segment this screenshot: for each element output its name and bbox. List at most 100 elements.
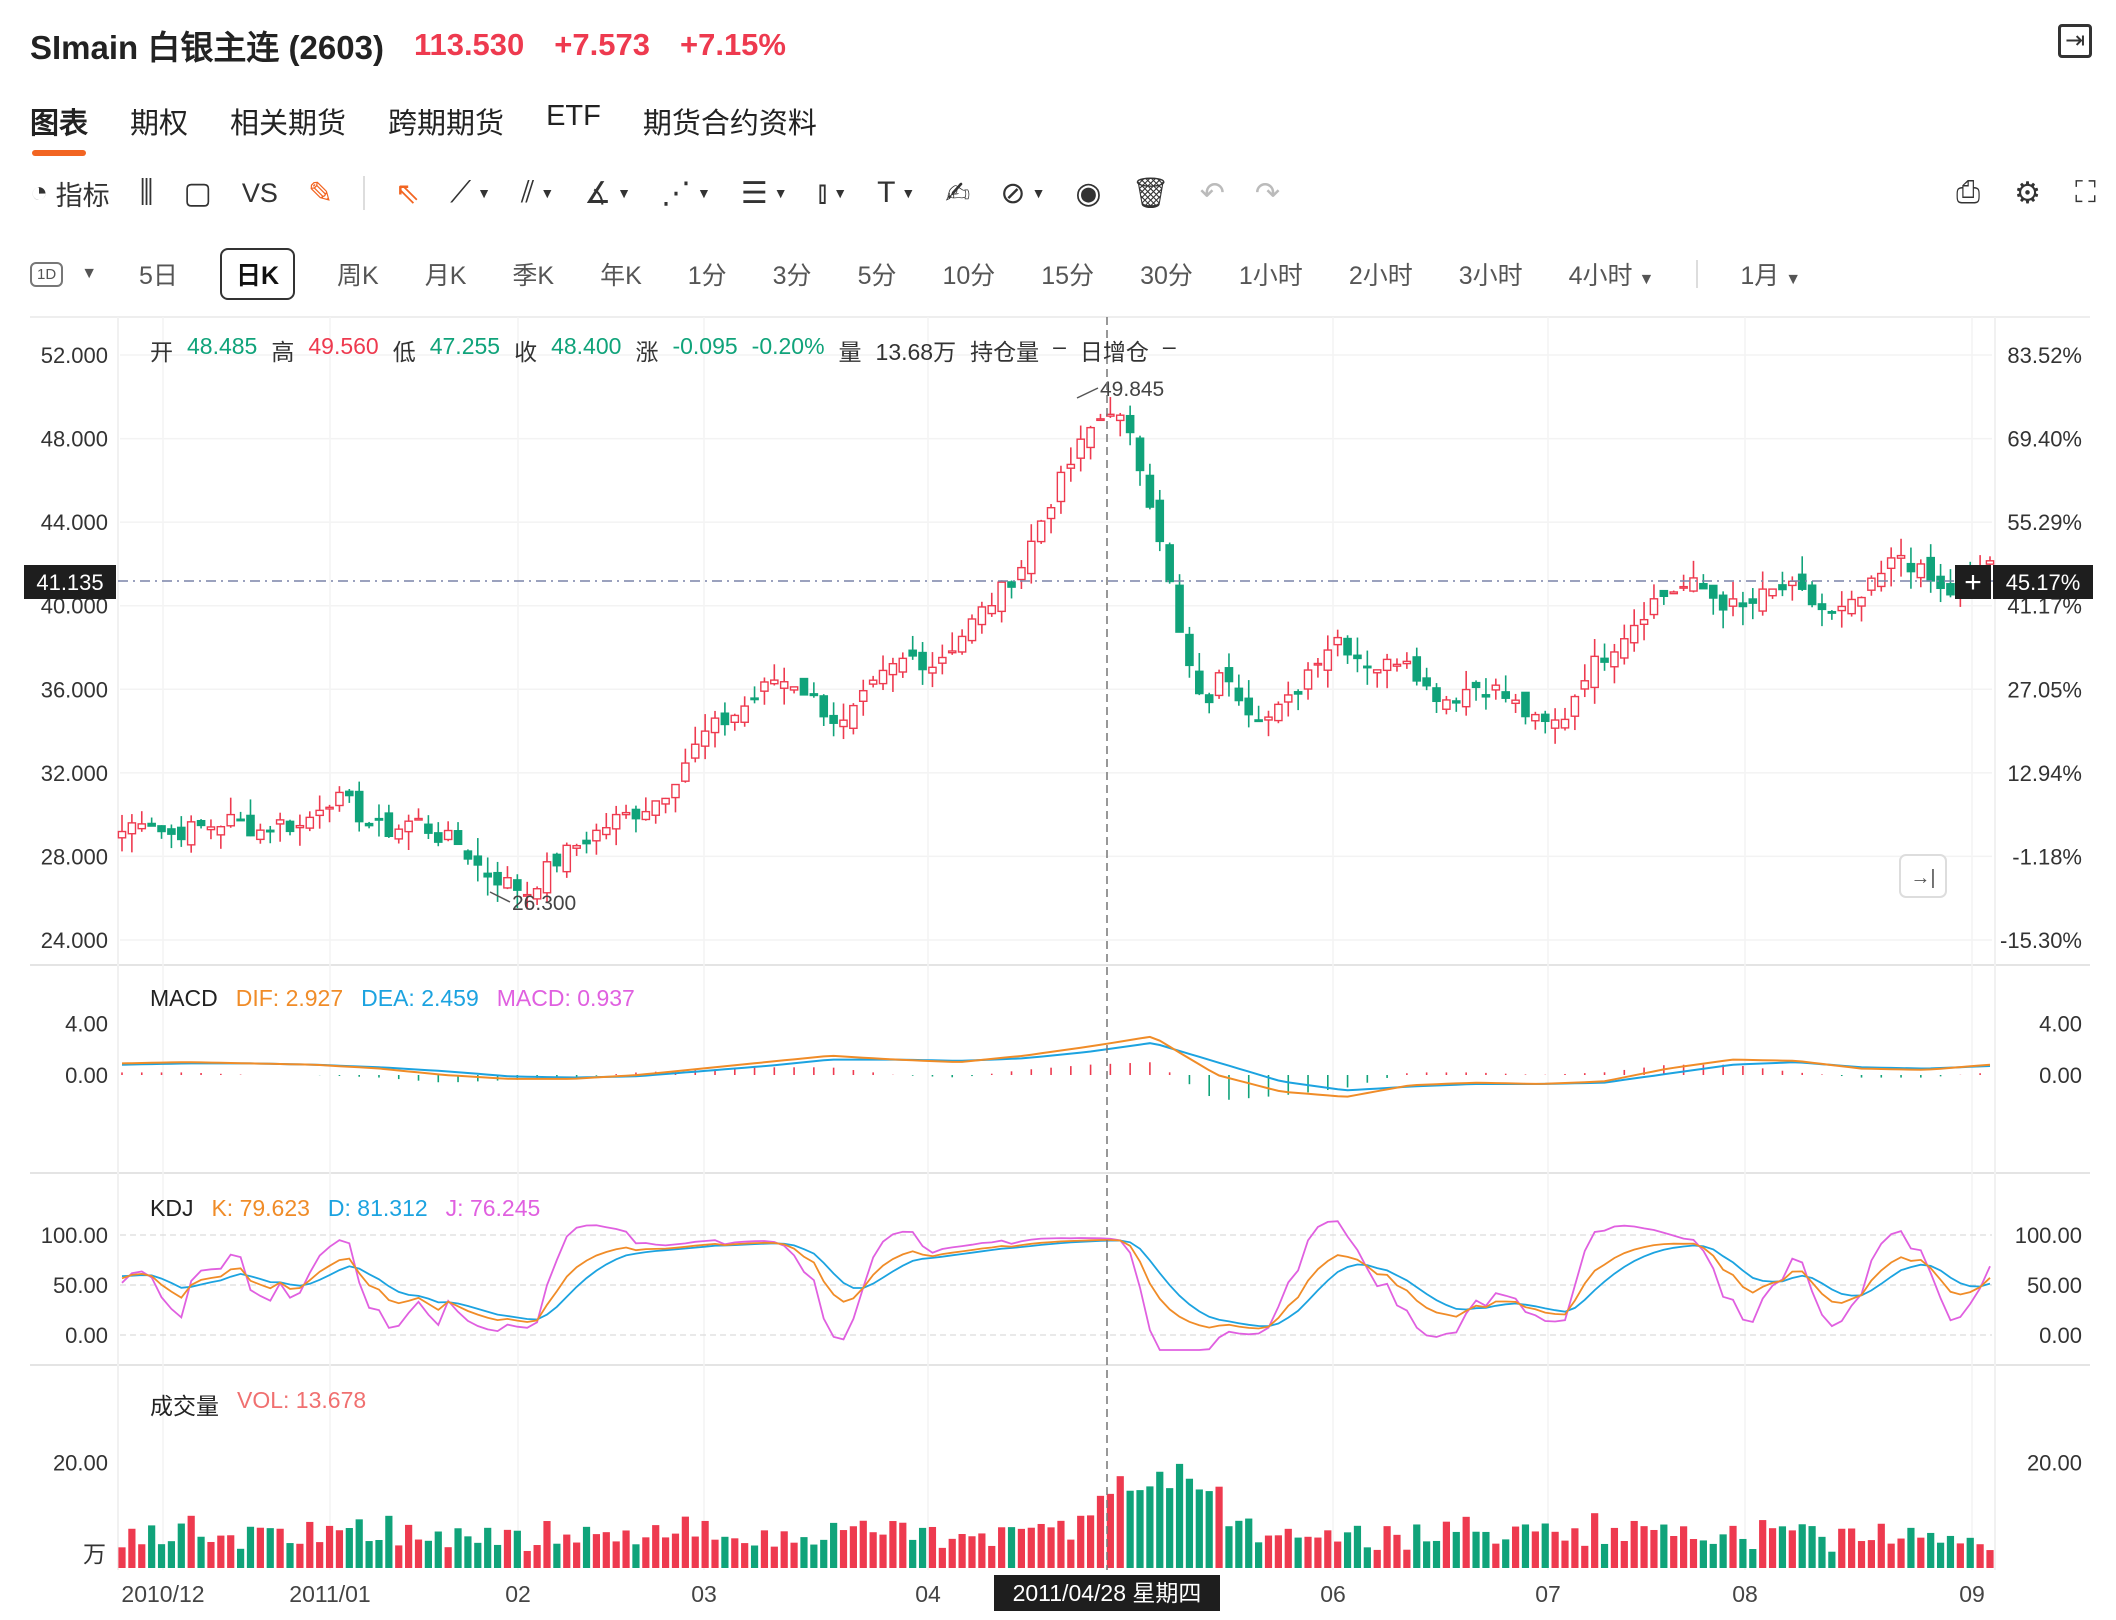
measure-tool[interactable]: ⫾ ▼ xyxy=(818,176,847,210)
volume-bar xyxy=(246,1526,255,1568)
candle-body xyxy=(177,826,186,841)
gauge-icon: ◔ xyxy=(30,176,49,209)
candle-body xyxy=(1323,649,1333,671)
period-10min[interactable]: 10分 xyxy=(942,262,996,290)
volume-bar xyxy=(1689,1539,1698,1568)
volume-bar xyxy=(1986,1550,1994,1568)
indicator-button[interactable]: ◔ 指标 xyxy=(30,174,110,213)
volume-bar xyxy=(187,1515,195,1568)
candle-body xyxy=(483,872,492,878)
volume-bar xyxy=(800,1537,808,1568)
candle-body xyxy=(1135,437,1145,472)
magnet-tool[interactable]: ⊘ ▼ xyxy=(1000,176,1045,211)
period-5d[interactable]: 5日 xyxy=(139,262,178,290)
period-weekly[interactable]: 周K xyxy=(337,262,379,290)
chevron-down-icon: ▼ xyxy=(833,185,848,201)
candle-body xyxy=(1708,584,1718,599)
brush-tool[interactable]: ✍ xyxy=(945,176,970,211)
tab-etf[interactable]: ETF xyxy=(546,100,601,132)
candle-body xyxy=(868,679,878,685)
crosshair-add-button[interactable] xyxy=(1955,565,1991,599)
tab-chart[interactable]: 图表 xyxy=(30,100,88,156)
compare-button[interactable]: VS xyxy=(241,177,278,208)
candle-style-button[interactable]: ⫼ xyxy=(140,176,154,210)
period-4h[interactable]: 4小时 ▼ xyxy=(1565,250,1659,298)
period-5min[interactable]: 5分 xyxy=(857,262,897,290)
tab-options[interactable]: 期权 xyxy=(130,108,189,140)
period-monthly[interactable]: 月K xyxy=(424,262,467,290)
volume-bar xyxy=(1867,1540,1875,1568)
volume-bar xyxy=(1304,1536,1312,1568)
trend-line-tool[interactable]: ⟋ ▼ xyxy=(450,176,491,210)
chevron-down-icon: ▼ xyxy=(617,185,631,201)
chevron-down-icon: ▼ xyxy=(697,185,711,201)
eye-icon: ◉ xyxy=(1075,176,1102,210)
candle-body xyxy=(1343,637,1352,656)
candle-body xyxy=(562,844,572,873)
period-2h[interactable]: 2小时 xyxy=(1348,262,1413,290)
tab-related-futures[interactable]: 相关期货 xyxy=(230,108,347,140)
gear-icon[interactable]: ⚙ xyxy=(2014,176,2041,210)
candle-body xyxy=(345,790,354,797)
pct-tick-label: 69.40% xyxy=(2007,427,2082,452)
chevron-down-icon[interactable]: ▼ xyxy=(81,265,98,282)
tab-contract-info[interactable]: 期货合约资料 xyxy=(642,108,817,140)
date-axis: 2010/12 2011/01 02 03 04 06 07 08 09 xyxy=(121,1581,1984,1607)
period-range[interactable]: 1月 ▼ xyxy=(1736,250,1805,298)
volume-bar xyxy=(1838,1528,1846,1568)
date-tick-label: 02 xyxy=(505,1581,531,1607)
kdj-tick-label-right: 50.00 xyxy=(2027,1273,2082,1298)
text-tool[interactable]: T ▼ xyxy=(877,176,915,210)
square-button[interactable]: ▢ xyxy=(183,176,211,211)
pct-tick-label: -15.30% xyxy=(2000,928,2082,953)
cursor-tool[interactable]: ⇖ xyxy=(395,176,420,211)
tab-spread-futures[interactable]: 跨期期货 xyxy=(388,108,505,140)
period-daily[interactable]: 日K xyxy=(219,248,295,300)
candle-body xyxy=(522,893,532,897)
brush-icon: ✍ xyxy=(945,176,971,210)
draw-button[interactable]: ✎ xyxy=(308,176,333,211)
candle-body xyxy=(1669,591,1679,595)
scroll-to-latest-button[interactable] xyxy=(1899,854,1947,898)
camera-icon[interactable]: ⎙ xyxy=(1956,175,1981,209)
candle-body xyxy=(779,681,789,689)
redo-button[interactable]: ↷ xyxy=(1255,176,1280,211)
delete-drawings[interactable]: 🗑 xyxy=(1132,176,1170,211)
volume-bar xyxy=(177,1523,185,1568)
volume-bar xyxy=(750,1545,759,1568)
volume-bar xyxy=(256,1527,264,1568)
period-quarterly[interactable]: 季K xyxy=(512,262,555,290)
candle-body xyxy=(354,790,364,823)
period-type-icon[interactable]: 1D xyxy=(30,261,64,287)
chevron-down-icon: ▼ xyxy=(1638,271,1655,288)
period-1min[interactable]: 1分 xyxy=(687,262,727,290)
undo-button[interactable]: ↶ xyxy=(1200,176,1225,211)
last-price: 113.530 xyxy=(413,27,525,62)
candle-body xyxy=(384,812,394,838)
angle-tool[interactable]: ∡ ▼ xyxy=(584,176,631,211)
period-30min[interactable]: 30分 xyxy=(1140,262,1193,290)
period-15min[interactable]: 15分 xyxy=(1041,262,1095,290)
candle-body xyxy=(1521,691,1530,718)
fib-tool[interactable]: ☰ ▼ xyxy=(741,176,788,211)
candle-body xyxy=(157,825,166,833)
macd-title: MACD xyxy=(150,985,218,1011)
channel-tool[interactable]: ⫽ ▼ xyxy=(521,176,554,210)
volume-bar xyxy=(780,1531,788,1568)
volume-bar xyxy=(1432,1540,1441,1568)
pattern-tool[interactable]: ⋰ ▼ xyxy=(661,176,711,211)
volume-bar xyxy=(948,1538,956,1568)
exit-fullscreen-icon[interactable]: ⇥ xyxy=(2058,24,2092,58)
volume-bar xyxy=(1057,1520,1065,1568)
period-1h[interactable]: 1小时 xyxy=(1238,262,1303,290)
crosshair-pct-tag xyxy=(1993,565,2093,599)
candle-body xyxy=(493,871,502,886)
visibility-toggle[interactable]: ◉ xyxy=(1075,176,1101,211)
candle-body xyxy=(611,813,621,830)
period-3h[interactable]: 3小时 xyxy=(1458,262,1523,290)
fullscreen-icon[interactable]: ⛶ xyxy=(2075,175,2096,209)
period-3min[interactable]: 3分 xyxy=(772,262,812,290)
period-yearly[interactable]: 年K xyxy=(600,262,642,290)
volume-bar xyxy=(1324,1530,1332,1568)
